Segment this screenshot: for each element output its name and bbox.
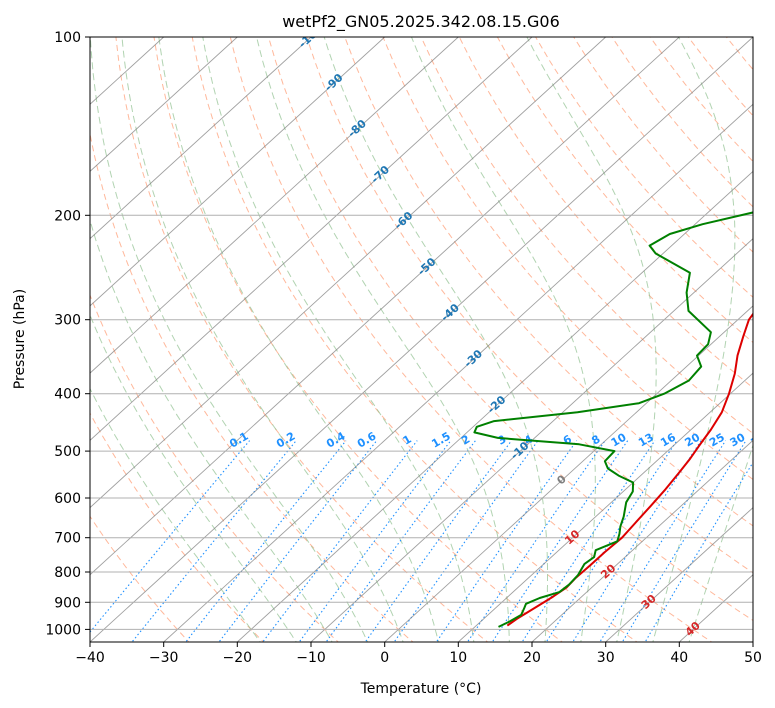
mixing-ratio-line [545, 440, 678, 642]
moist-adiabat-line [526, 37, 657, 642]
mixing-ratio-line [262, 440, 418, 642]
isotherm-line [384, 305, 753, 642]
isotherm-line [163, 103, 753, 642]
isotherm-line [90, 37, 753, 642]
mixing-ratio-line [599, 440, 727, 642]
isotherm-line [310, 238, 753, 642]
mixing-ratio-line [621, 440, 747, 642]
dry-adiabat-line [306, 37, 753, 574]
x-axis: −40 −30 −20 −10 0 10 20 30 40 50 [75, 642, 762, 666]
mixing-ratio-line [393, 440, 539, 642]
y-tick-label: 100 [54, 30, 81, 46]
moist-adiabat-line [256, 37, 510, 642]
mixing-ratio-line [572, 440, 702, 642]
x-tick-label: −10 [296, 650, 326, 666]
dry-adiabat-line [420, 37, 753, 435]
dewpoint-profile [473, 211, 753, 628]
y-tick-label: 300 [54, 313, 81, 329]
moist-adiabat-line [411, 37, 596, 642]
mixing-ratio-line [644, 461, 753, 642]
moist-adiabat-line [652, 37, 736, 642]
x-tick-label: 20 [523, 650, 541, 666]
dry-adiabat-line [458, 37, 753, 389]
mixing-ratio-line [521, 440, 656, 642]
y-tick-label: 600 [54, 491, 81, 507]
x-tick-label: −20 [223, 650, 253, 666]
isotherm-line [90, 37, 607, 509]
x-tick-label: 40 [670, 650, 688, 666]
dry-adiabat-line [115, 37, 489, 642]
moist-adiabat-line [323, 37, 548, 642]
isotherm-line [236, 170, 753, 642]
mixing-ratio-line [218, 440, 378, 642]
isotherm-line [605, 506, 753, 642]
isotherm-line [90, 37, 312, 240]
moist-adiabat-line [158, 37, 440, 642]
y-tick-label: 1000 [45, 622, 81, 638]
y-tick-label: 900 [54, 595, 81, 611]
mixing-ratio-line [364, 440, 512, 642]
dry-adiabat-line [496, 37, 753, 344]
background-lines [90, 37, 753, 642]
moist-adiabat-line [90, 218, 333, 642]
moist-adiabat-line [202, 37, 475, 642]
moist-adiabat-line [688, 443, 753, 642]
plot-frame [89, 36, 754, 643]
isotherm-line [531, 439, 753, 642]
y-tick-label: 700 [54, 531, 81, 547]
x-tick-label: 0 [380, 650, 389, 666]
mixing-ratio-line [185, 440, 347, 642]
isotherm-line [90, 37, 459, 374]
profile-lines [473, 211, 753, 628]
y-tick-label: 400 [54, 387, 81, 403]
y-tick-label: 200 [54, 208, 81, 224]
dry-adiabat-line [153, 37, 564, 642]
x-tick-label: −30 [149, 650, 179, 666]
isotherm-line [90, 37, 533, 441]
x-tick-label: 30 [597, 650, 615, 666]
mixing-ratio-line [491, 440, 629, 642]
dry-adiabat-line [382, 37, 753, 481]
dry-adiabat-line [344, 37, 753, 527]
x-tick-label: 50 [744, 650, 762, 666]
isotherm-line [90, 37, 238, 173]
y-axis: 100 200 300 400 500 600 700 800 900 1000 [45, 30, 90, 638]
temperature-profile [506, 312, 753, 627]
y-axis-title: Pressure (hPa) [12, 289, 28, 389]
moist-adiabat-line [121, 37, 404, 642]
isotherm-line [90, 37, 386, 307]
chart-title: wetPf2_GN05.2025.342.08.15.G06 [282, 12, 560, 32]
mixing-ratio-line [466, 440, 606, 642]
mixing-ratio-label: 36 [748, 430, 768, 449]
dry-adiabat-line [90, 412, 265, 642]
y-tick-label: 800 [54, 565, 81, 581]
moist-adiabat-line [90, 313, 297, 642]
moist-adiabat-line [90, 387, 261, 642]
y-tick-label: 500 [54, 444, 81, 460]
x-axis-title: Temperature (°C) [360, 681, 482, 697]
pressure-grid [90, 37, 753, 630]
isotherm-line [90, 37, 680, 576]
isotherm-line [457, 372, 753, 642]
moist-adiabat-line [90, 37, 369, 642]
x-tick-label: −40 [75, 650, 105, 666]
x-tick-label: 10 [449, 650, 467, 666]
